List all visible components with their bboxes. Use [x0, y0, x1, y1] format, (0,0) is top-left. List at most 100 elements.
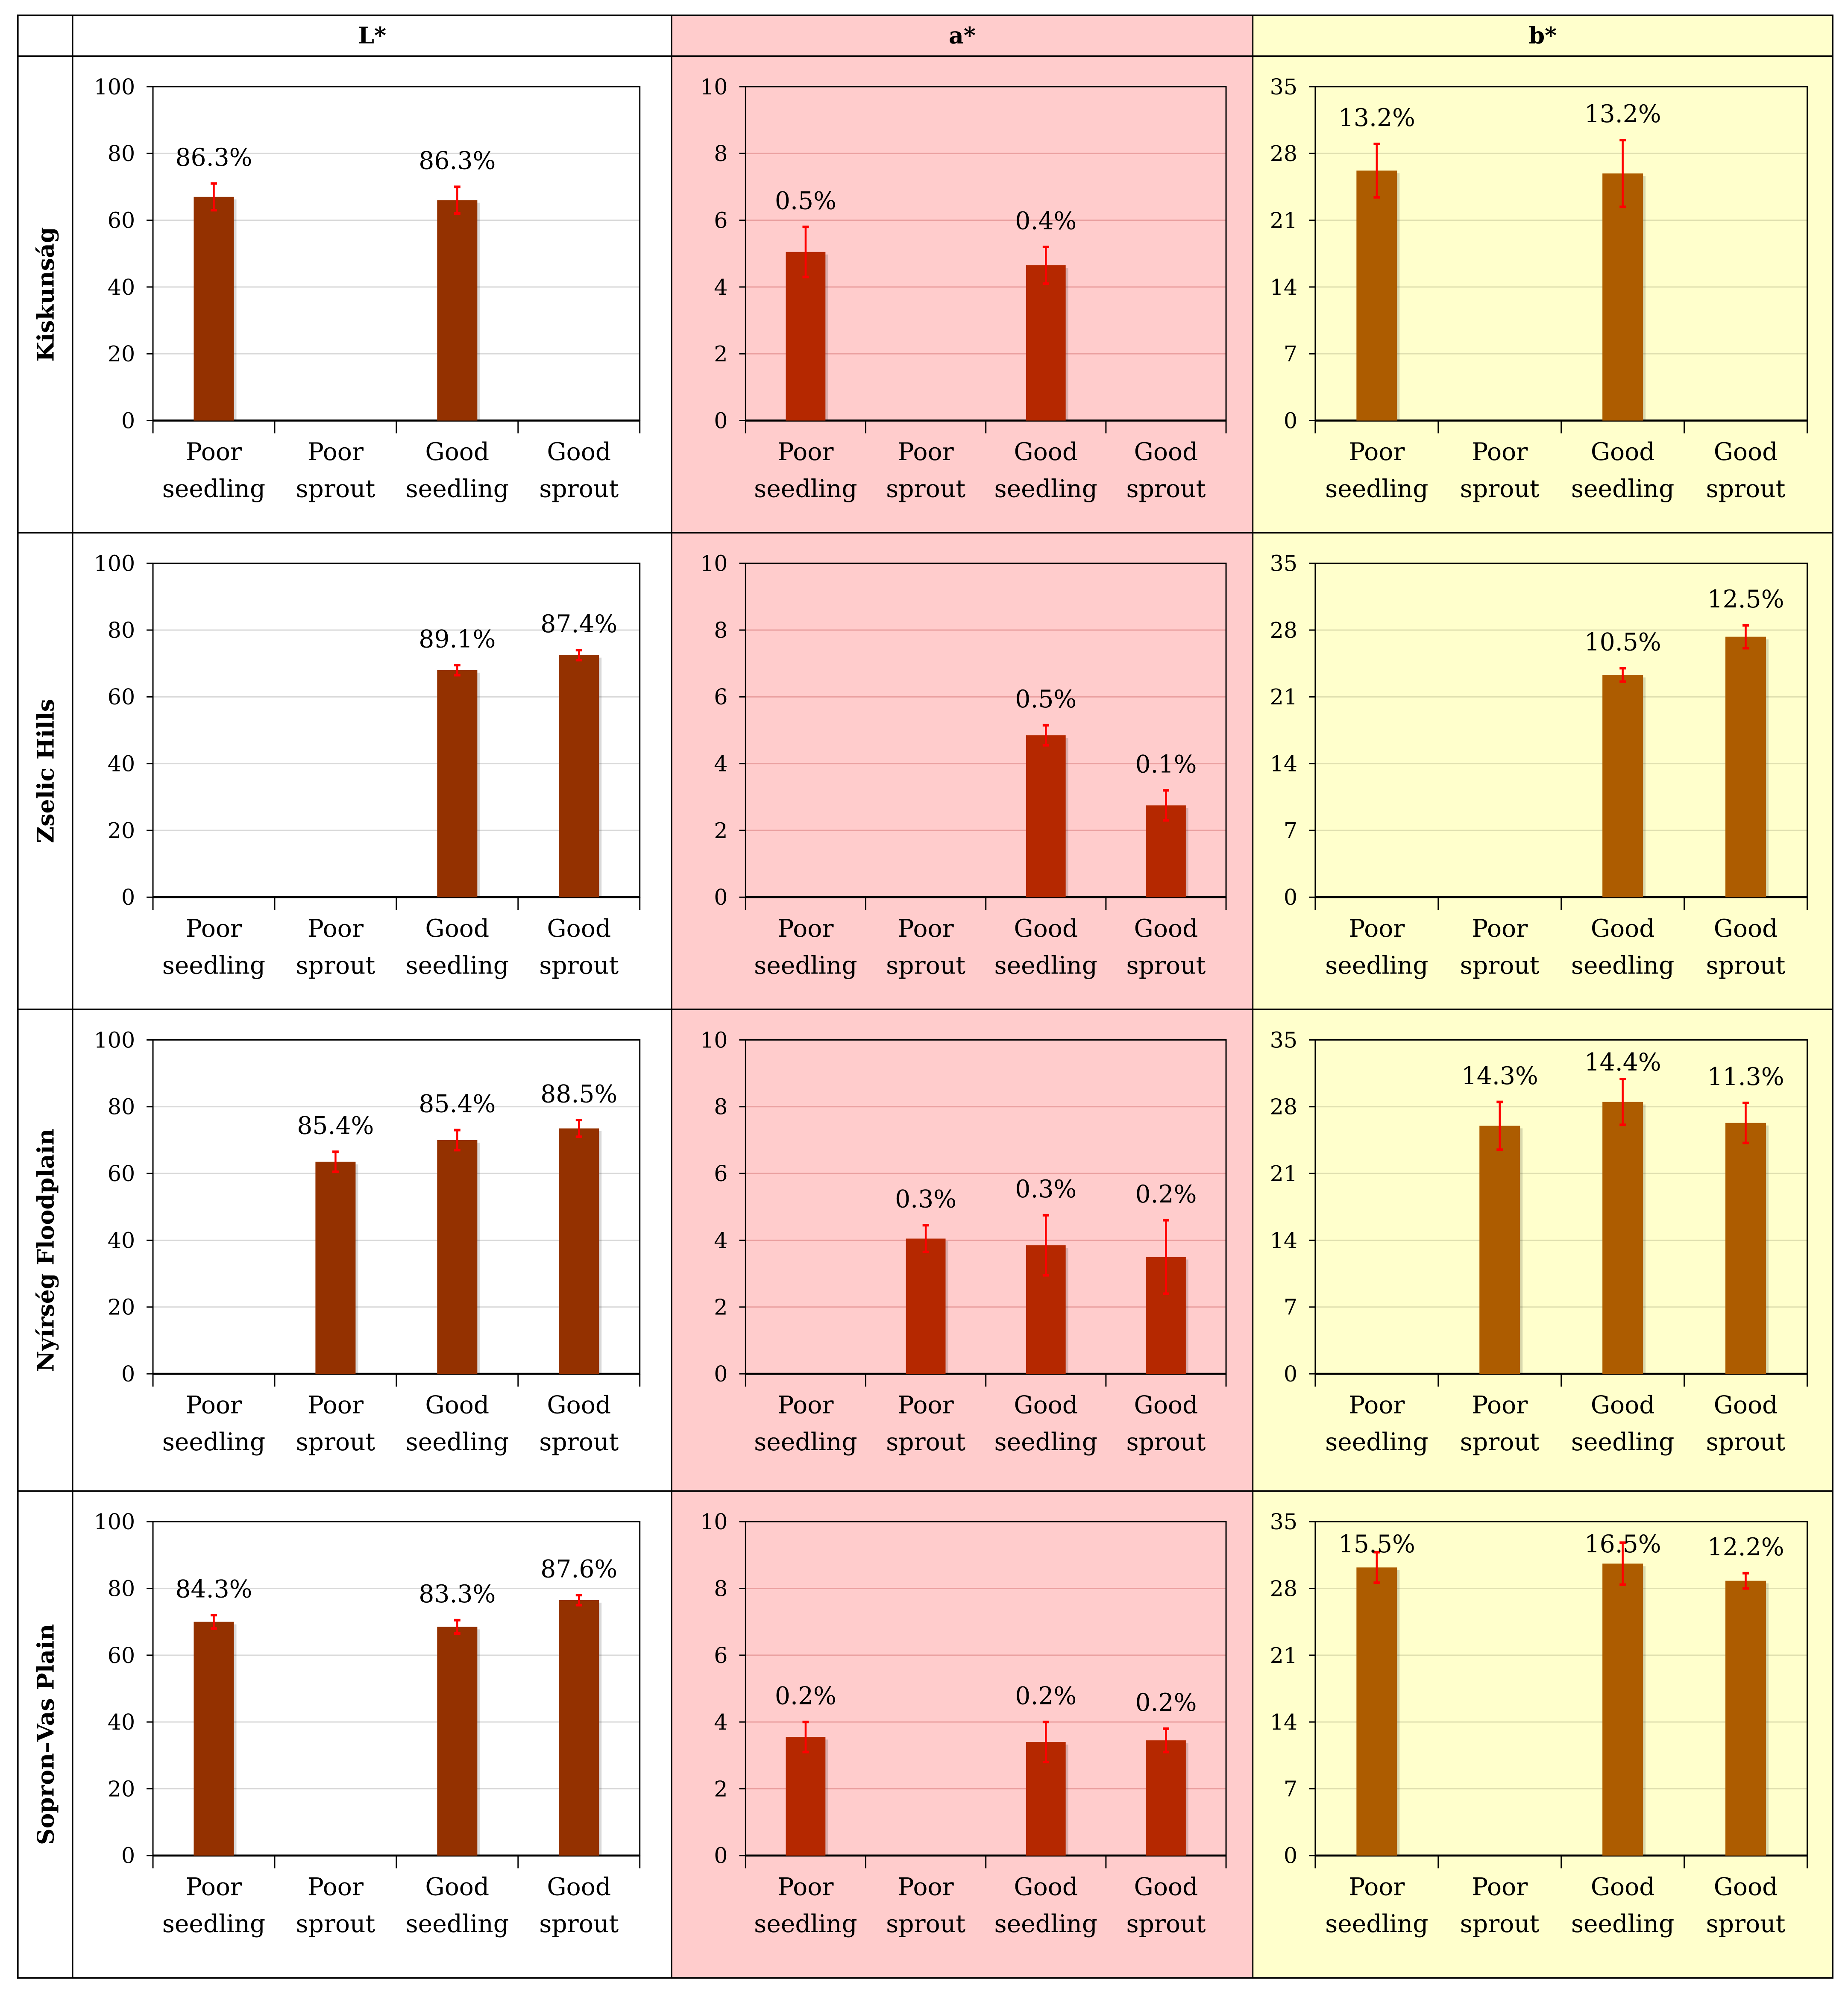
y-tick-label: 40: [108, 275, 135, 300]
x-tick-label: Poor: [308, 1391, 364, 1419]
x-tick-label: Poor: [1472, 438, 1528, 466]
x-tick-label: sprout: [539, 475, 619, 503]
x-tick-label: seedling: [754, 1428, 857, 1456]
y-tick-label: 21: [1270, 684, 1298, 710]
row-label: Sopron–Vas Plain: [32, 1624, 59, 1845]
x-tick-label: seedling: [1325, 1910, 1428, 1938]
data-label: 87.6%: [540, 1555, 617, 1583]
y-tick-label: 20: [108, 818, 135, 843]
data-label: 0.3%: [1015, 1175, 1077, 1203]
bar: [1602, 1563, 1643, 1856]
y-tick-label: 4: [714, 1710, 727, 1735]
data-label: 12.5%: [1707, 585, 1784, 613]
data-label: 14.4%: [1584, 1048, 1661, 1076]
column-header-L: L*: [358, 22, 386, 49]
data-label: 85.4%: [297, 1112, 374, 1140]
y-tick-label: 21: [1270, 208, 1298, 233]
y-tick-label: 10: [700, 74, 728, 100]
y-tick-label: 40: [108, 1710, 135, 1735]
y-tick-label: 14: [1270, 1228, 1298, 1253]
x-tick-label: Poor: [186, 438, 242, 466]
x-tick-label: sprout: [1460, 475, 1540, 503]
data-label: 0.2%: [775, 1682, 836, 1710]
x-tick-label: sprout: [886, 1428, 965, 1456]
x-tick-label: Good: [425, 438, 489, 466]
bar: [1479, 1126, 1520, 1374]
y-tick-label: 7: [1284, 1295, 1297, 1320]
y-tick-label: 28: [1270, 618, 1298, 643]
x-tick-label: Good: [1014, 1873, 1078, 1901]
y-tick-label: 35: [1270, 1027, 1298, 1053]
y-tick-label: 80: [108, 1576, 135, 1601]
y-tick-label: 2: [714, 1295, 727, 1320]
x-tick-label: Poor: [186, 915, 242, 943]
bar: [1602, 1102, 1643, 1374]
y-tick-label: 80: [108, 141, 135, 166]
data-label: 15.5%: [1338, 1530, 1415, 1558]
y-tick-label: 6: [714, 1161, 727, 1186]
y-tick-label: 8: [714, 618, 727, 643]
x-tick-label: Poor: [1472, 1873, 1528, 1901]
x-tick-label: Good: [1714, 1391, 1778, 1419]
data-label: 85.4%: [419, 1090, 496, 1118]
row-label: Nyírség Floodplain: [32, 1129, 59, 1372]
x-tick-label: sprout: [1126, 1910, 1206, 1938]
y-tick-label: 6: [714, 1643, 727, 1668]
bar: [906, 1238, 946, 1374]
y-tick-label: 20: [108, 341, 135, 367]
x-tick-label: seedling: [994, 1428, 1097, 1456]
x-tick-label: Good: [425, 915, 489, 943]
x-tick-label: sprout: [1706, 951, 1786, 979]
x-tick-label: seedling: [162, 1428, 265, 1456]
y-tick-label: 14: [1270, 1710, 1298, 1735]
x-tick-label: sprout: [296, 475, 375, 503]
bar: [1725, 636, 1766, 897]
x-tick-label: sprout: [1460, 1428, 1540, 1456]
data-label: 89.1%: [419, 625, 496, 653]
y-tick-label: 2: [714, 1776, 727, 1801]
x-tick-label: seedling: [1571, 1428, 1674, 1456]
x-tick-label: Good: [547, 915, 611, 943]
bar: [1146, 1740, 1186, 1856]
column-header-a: a*: [949, 22, 976, 49]
x-tick-label: sprout: [1126, 1428, 1206, 1456]
x-tick-label: sprout: [1706, 1910, 1786, 1938]
y-tick-label: 8: [714, 141, 727, 166]
y-tick-label: 10: [700, 1509, 728, 1534]
x-tick-label: Good: [1134, 1873, 1198, 1901]
x-tick-label: Poor: [1349, 915, 1405, 943]
x-tick-label: sprout: [1706, 1428, 1786, 1456]
x-tick-label: Poor: [1349, 438, 1405, 466]
y-tick-label: 40: [108, 751, 135, 777]
y-tick-label: 14: [1270, 275, 1298, 300]
column-header-b: b*: [1529, 22, 1557, 49]
x-tick-label: seedling: [406, 475, 509, 503]
x-tick-label: Good: [1714, 438, 1778, 466]
x-tick-label: seedling: [994, 1910, 1097, 1938]
bar: [1026, 265, 1066, 421]
x-tick-label: Good: [1591, 438, 1655, 466]
x-tick-label: Good: [547, 1391, 611, 1419]
bar: [437, 200, 478, 421]
x-tick-label: seedling: [162, 1910, 265, 1938]
bar: [194, 196, 234, 421]
y-tick-label: 4: [714, 751, 727, 777]
x-tick-label: seedling: [754, 951, 857, 979]
x-tick-label: Good: [1134, 438, 1198, 466]
x-tick-label: Poor: [1349, 1873, 1405, 1901]
y-tick-label: 20: [108, 1295, 135, 1320]
x-tick-label: seedling: [162, 475, 265, 503]
data-label: 0.5%: [1015, 685, 1077, 713]
data-label: 0.4%: [1015, 207, 1077, 235]
bar: [437, 1140, 478, 1374]
data-label: 16.5%: [1584, 1530, 1661, 1558]
y-tick-label: 80: [108, 1094, 135, 1120]
x-tick-label: Poor: [186, 1873, 242, 1901]
x-tick-label: sprout: [886, 1910, 965, 1938]
y-tick-label: 0: [1284, 885, 1297, 910]
x-tick-label: sprout: [886, 475, 965, 503]
bar: [437, 670, 478, 897]
bar: [786, 252, 826, 421]
data-label: 10.5%: [1584, 628, 1661, 657]
